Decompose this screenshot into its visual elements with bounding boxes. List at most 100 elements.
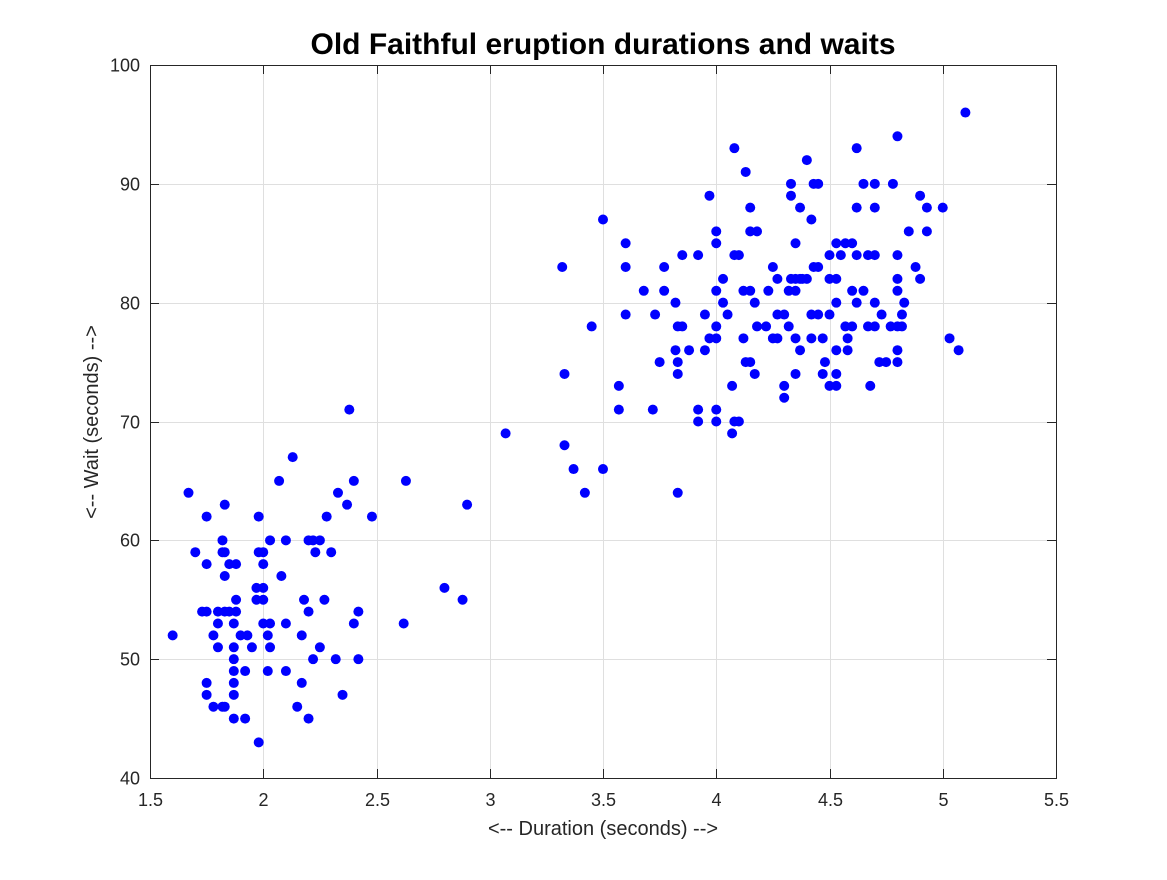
data-point: [785, 190, 796, 201]
data-point: [650, 309, 661, 320]
data-point: [201, 689, 212, 700]
data-point: [711, 416, 722, 427]
data-point: [915, 273, 926, 284]
data-point: [217, 535, 228, 546]
data-point: [303, 713, 314, 724]
data-point: [892, 357, 903, 368]
data-point: [910, 262, 921, 273]
x-tick-label: 5: [938, 790, 948, 810]
y-tick-label: 80: [120, 294, 140, 314]
data-point: [727, 380, 738, 391]
data-point: [228, 666, 239, 677]
data-point: [280, 666, 291, 677]
data-point: [711, 285, 722, 296]
data-point: [693, 404, 704, 415]
data-point: [400, 475, 411, 486]
data-point: [817, 368, 828, 379]
data-point: [330, 654, 341, 665]
data-point: [258, 594, 269, 605]
data-point: [228, 654, 239, 665]
data-point: [201, 606, 212, 617]
data-point: [276, 570, 287, 581]
data-point: [711, 226, 722, 237]
data-point: [201, 677, 212, 688]
data-point: [638, 285, 649, 296]
data-point: [944, 333, 955, 344]
data-point: [795, 202, 806, 213]
data-point: [903, 226, 914, 237]
data-point: [258, 547, 269, 558]
data-point: [921, 202, 932, 213]
data-point: [869, 250, 880, 261]
data-point: [500, 428, 511, 439]
data-point: [670, 345, 681, 356]
data-point: [806, 333, 817, 344]
data-point: [201, 559, 212, 570]
data-point: [842, 345, 853, 356]
data-point: [231, 594, 242, 605]
data-point: [228, 618, 239, 629]
data-point: [620, 262, 631, 273]
data-point: [887, 178, 898, 189]
data-point: [190, 547, 201, 558]
data-point: [772, 273, 783, 284]
data-point: [620, 309, 631, 320]
data-point: [749, 368, 760, 379]
chart-title: Old Faithful eruption durations and wait…: [311, 28, 896, 61]
data-point: [842, 333, 853, 344]
data-point: [296, 630, 307, 641]
data-point: [620, 238, 631, 249]
data-point: [598, 214, 608, 225]
data-point: [228, 677, 239, 688]
data-point: [344, 404, 355, 415]
data-point: [851, 143, 862, 154]
data-point: [813, 309, 824, 320]
data-point: [779, 380, 790, 391]
data-point: [557, 262, 568, 273]
data-point: [740, 166, 751, 177]
y-tick-label: 40: [120, 769, 140, 789]
data-point: [896, 309, 907, 320]
data-point: [869, 178, 880, 189]
data-point: [892, 273, 903, 284]
data-point: [831, 380, 842, 391]
data-point: [219, 499, 230, 510]
data-point: [711, 333, 722, 344]
data-point: [353, 654, 364, 665]
data-point: [831, 345, 842, 356]
data-point: [727, 428, 738, 439]
data-point: [246, 642, 257, 653]
data-point: [831, 273, 842, 284]
data-point: [865, 380, 876, 391]
x-tick-label: 5.5: [1044, 790, 1069, 810]
data-point: [835, 250, 846, 261]
data-point: [296, 677, 307, 688]
data-point: [240, 713, 251, 724]
data-point: [647, 404, 658, 415]
data-point: [699, 309, 710, 320]
data-point: [752, 226, 763, 237]
y-tick-label: 60: [120, 531, 140, 551]
data-point: [219, 701, 230, 712]
data-point: [579, 487, 590, 498]
data-point: [896, 321, 907, 332]
data-point: [783, 321, 794, 332]
data-point: [801, 273, 812, 284]
data-point: [613, 404, 624, 415]
data-point: [937, 202, 948, 213]
data-point: [280, 535, 291, 546]
data-point: [779, 392, 790, 403]
data-point: [831, 238, 842, 249]
data-point: [183, 487, 194, 498]
data-point: [262, 666, 273, 677]
data-point: [568, 464, 579, 475]
data-point: [892, 131, 903, 142]
data-point: [231, 606, 242, 617]
data-point: [262, 630, 273, 641]
data-point: [348, 618, 359, 629]
data-point: [831, 297, 842, 308]
data-point: [287, 452, 298, 463]
data-point: [457, 594, 468, 605]
data-point: [749, 297, 760, 308]
data-point: [790, 368, 801, 379]
